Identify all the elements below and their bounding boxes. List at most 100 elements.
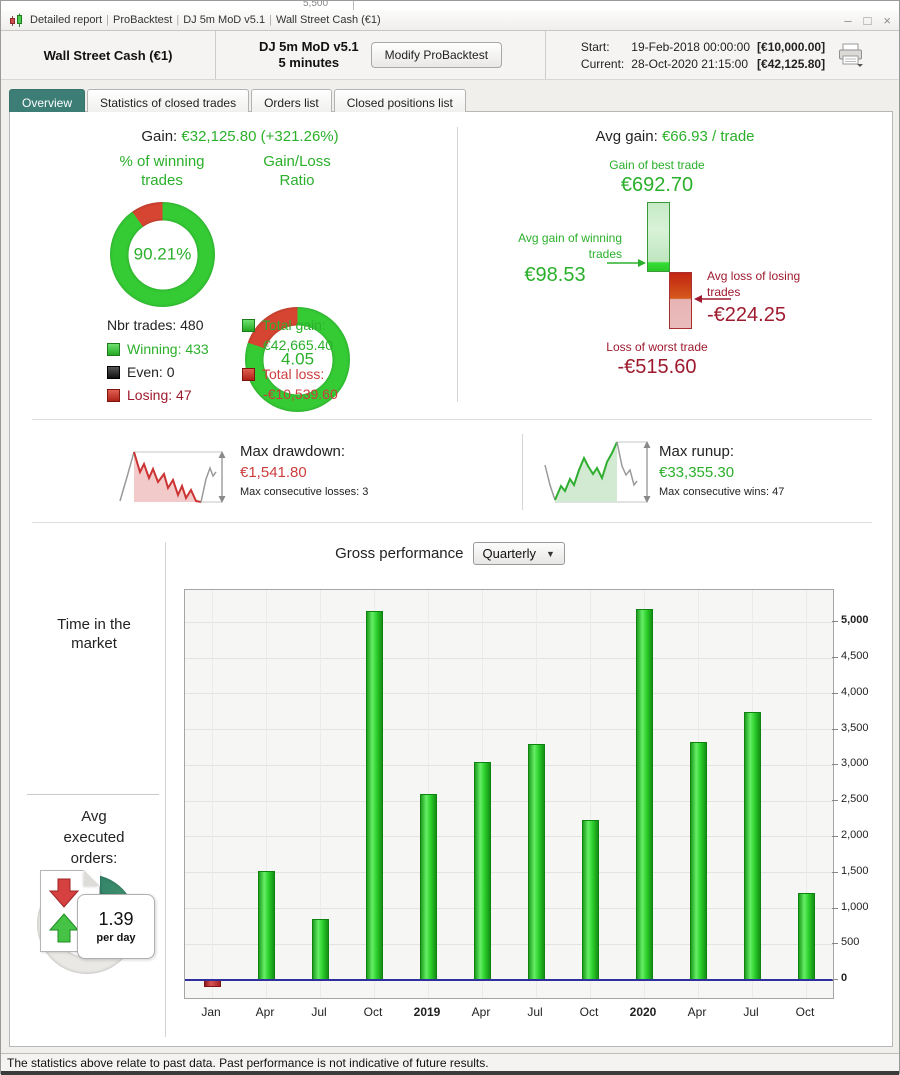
bar-Apr-1 bbox=[257, 870, 275, 981]
status-bar: The statistics above relate to past data… bbox=[1, 1053, 899, 1071]
start-datetime: 19-Feb-2018 00:00:00 bbox=[631, 39, 751, 54]
gross-performance-title: Gross performance bbox=[335, 545, 464, 562]
gridline-y-4500 bbox=[185, 657, 833, 659]
chart-left-divider bbox=[165, 542, 166, 1037]
y-tick-label: 4,000 bbox=[832, 686, 869, 698]
bar-Apr-9 bbox=[689, 741, 707, 981]
tab-overview[interactable]: Overview bbox=[9, 89, 86, 112]
avg-orders-value-box: 1.39 per day bbox=[77, 894, 155, 959]
max-drawdown-label: Max drawdown: bbox=[240, 443, 346, 460]
account-summary: Start: 19-Feb-2018 00:00:00 [€10,000.00]… bbox=[581, 40, 825, 71]
ratio-donut-title: Gain/Loss Ratio bbox=[263, 153, 331, 189]
y-tick-label: 1,000 bbox=[832, 901, 869, 913]
x-tick-label: Jul bbox=[311, 1005, 327, 1019]
x-tick-label: Oct bbox=[579, 1005, 599, 1019]
winning-donut-value: 90.21% bbox=[133, 244, 192, 264]
y-tick-label: 500 bbox=[832, 936, 859, 948]
total-loss-label: Total loss: bbox=[242, 366, 338, 382]
gridline-x bbox=[319, 590, 321, 998]
avg-orders-title: Avg executed orders: bbox=[63, 808, 125, 867]
drawdown-runup-divider bbox=[522, 434, 523, 510]
print-icon[interactable] bbox=[837, 43, 864, 67]
overview-panel: Gain: €32,125.80 (+321.26%) % of winning… bbox=[9, 111, 893, 1047]
gain-summary: Gain: €32,125.80 (+321.26%) bbox=[50, 128, 430, 145]
close-button[interactable]: × bbox=[883, 12, 891, 28]
runup-sparkline bbox=[542, 439, 654, 505]
avg-gain-value: €66.93 / trade bbox=[661, 128, 755, 145]
x-tick-label: Jul bbox=[527, 1005, 543, 1019]
tab-closed-positions-list[interactable]: Closed positions list bbox=[333, 89, 466, 112]
gridline-y-2000 bbox=[185, 836, 833, 838]
modify-probacktest-button[interactable]: Modify ProBacktest bbox=[370, 42, 503, 68]
section-divider-vertical bbox=[457, 127, 458, 402]
minimize-button[interactable]: – bbox=[844, 12, 852, 28]
period-dropdown[interactable]: Quarterly ▼ bbox=[472, 542, 565, 565]
gain-value: €32,125.80 (+321.26%) bbox=[181, 128, 339, 145]
maximize-button[interactable]: □ bbox=[863, 12, 872, 28]
candlestick-icon bbox=[9, 13, 24, 28]
max-consecutive-wins: Max consecutive wins: 47 bbox=[659, 486, 785, 498]
footer-disclaimer: The statistics above relate to past data… bbox=[7, 1056, 489, 1070]
plot-area bbox=[184, 589, 834, 999]
legend-even: Even: 0 bbox=[107, 364, 209, 380]
gain-label: Gain: bbox=[141, 128, 178, 145]
bar-Jan-0 bbox=[203, 980, 221, 988]
max-runup-label: Max runup: bbox=[659, 443, 735, 460]
total-gain-label: Total gain: bbox=[242, 317, 338, 333]
y-tick-label: 1,500 bbox=[832, 865, 869, 877]
legend-losing: Losing: 47 bbox=[107, 387, 209, 403]
max-drawdown-value: €1,541.80 bbox=[240, 464, 307, 481]
avg-win-value: €98.53 bbox=[524, 264, 586, 286]
gridline-y-5000 bbox=[185, 621, 833, 623]
avg-loss-value: -€224.25 bbox=[707, 304, 786, 326]
tab-statistics-of-closed-trades[interactable]: Statistics of closed trades bbox=[87, 89, 250, 112]
total-gain-swatch bbox=[242, 319, 255, 332]
x-tick-label: Jan bbox=[201, 1005, 221, 1019]
avg-win-label: Avg gain of winning trades bbox=[518, 231, 622, 261]
zero-line bbox=[185, 979, 833, 982]
bar-Apr-5 bbox=[473, 761, 491, 981]
gridline-y-1000 bbox=[185, 908, 833, 910]
up-arrow-icon bbox=[48, 913, 80, 943]
best-trade-bar bbox=[647, 202, 670, 272]
system-name: DJ 5m MoD v5.1 bbox=[258, 39, 359, 54]
ratio-donut-value: 4.05 bbox=[280, 349, 315, 369]
total-gain-value: €42,665.40 bbox=[263, 337, 334, 353]
x-tick-label: 2020 bbox=[629, 1005, 657, 1019]
drawdown-sparkline bbox=[117, 439, 229, 505]
gridline-y-3500 bbox=[185, 729, 833, 731]
x-axis: Jan Apr Jul Oct 2019 Apr Jul Oct 2020 Apr Jul Oct bbox=[184, 1005, 832, 1025]
y-tick-label: 3,500 bbox=[832, 722, 869, 734]
period-dropdown-value: Quarterly bbox=[482, 546, 536, 561]
chevron-down-icon: ▼ bbox=[545, 548, 555, 559]
background-window-fragment: 5,500 bbox=[1, 1, 899, 10]
y-tick-label: 5,000 bbox=[832, 614, 869, 626]
bar-Jul-10 bbox=[743, 712, 761, 981]
current-label: Current: bbox=[580, 56, 625, 71]
bar-Jul-2 bbox=[311, 918, 329, 981]
start-label: Start: bbox=[580, 39, 610, 54]
y-tick-label: 2,000 bbox=[832, 829, 869, 841]
x-tick-label: 2019 bbox=[413, 1005, 441, 1019]
bar-Oct-7 bbox=[581, 820, 599, 981]
y-tick-label: 0 bbox=[832, 972, 847, 984]
gain-loss-ratio-donut: 4.05 bbox=[245, 307, 350, 412]
down-arrow-icon bbox=[48, 878, 80, 908]
best-trade-value: €692.70 bbox=[620, 174, 694, 196]
avg-win-arrow-icon bbox=[607, 258, 647, 268]
legend-winning: Winning: 433 bbox=[107, 341, 209, 357]
max-runup-value: €33,355.30 bbox=[659, 464, 735, 481]
y-tick-label: 3,000 bbox=[832, 757, 869, 769]
total-loss-swatch bbox=[242, 368, 255, 381]
report-header: Wall Street Cash (€1) DJ 5m MoD v5.1 5 m… bbox=[1, 31, 899, 80]
time-in-market-title: Time in the market bbox=[57, 616, 131, 652]
worst-trade-label: Loss of worst trade bbox=[606, 340, 708, 354]
section-divider-2 bbox=[32, 522, 872, 523]
bar-Jul-6 bbox=[527, 743, 545, 981]
max-consecutive-losses: Max consecutive losses: 3 bbox=[240, 486, 369, 498]
x-tick-label: Apr bbox=[255, 1005, 275, 1019]
tab-bar: Overview Statistics of closed trades Order… bbox=[9, 89, 466, 112]
y-tick-label: 2,500 bbox=[832, 793, 869, 805]
avg-gain-label: Avg gain: bbox=[595, 128, 658, 145]
tab-orders-list[interactable]: Orders list bbox=[251, 89, 332, 112]
